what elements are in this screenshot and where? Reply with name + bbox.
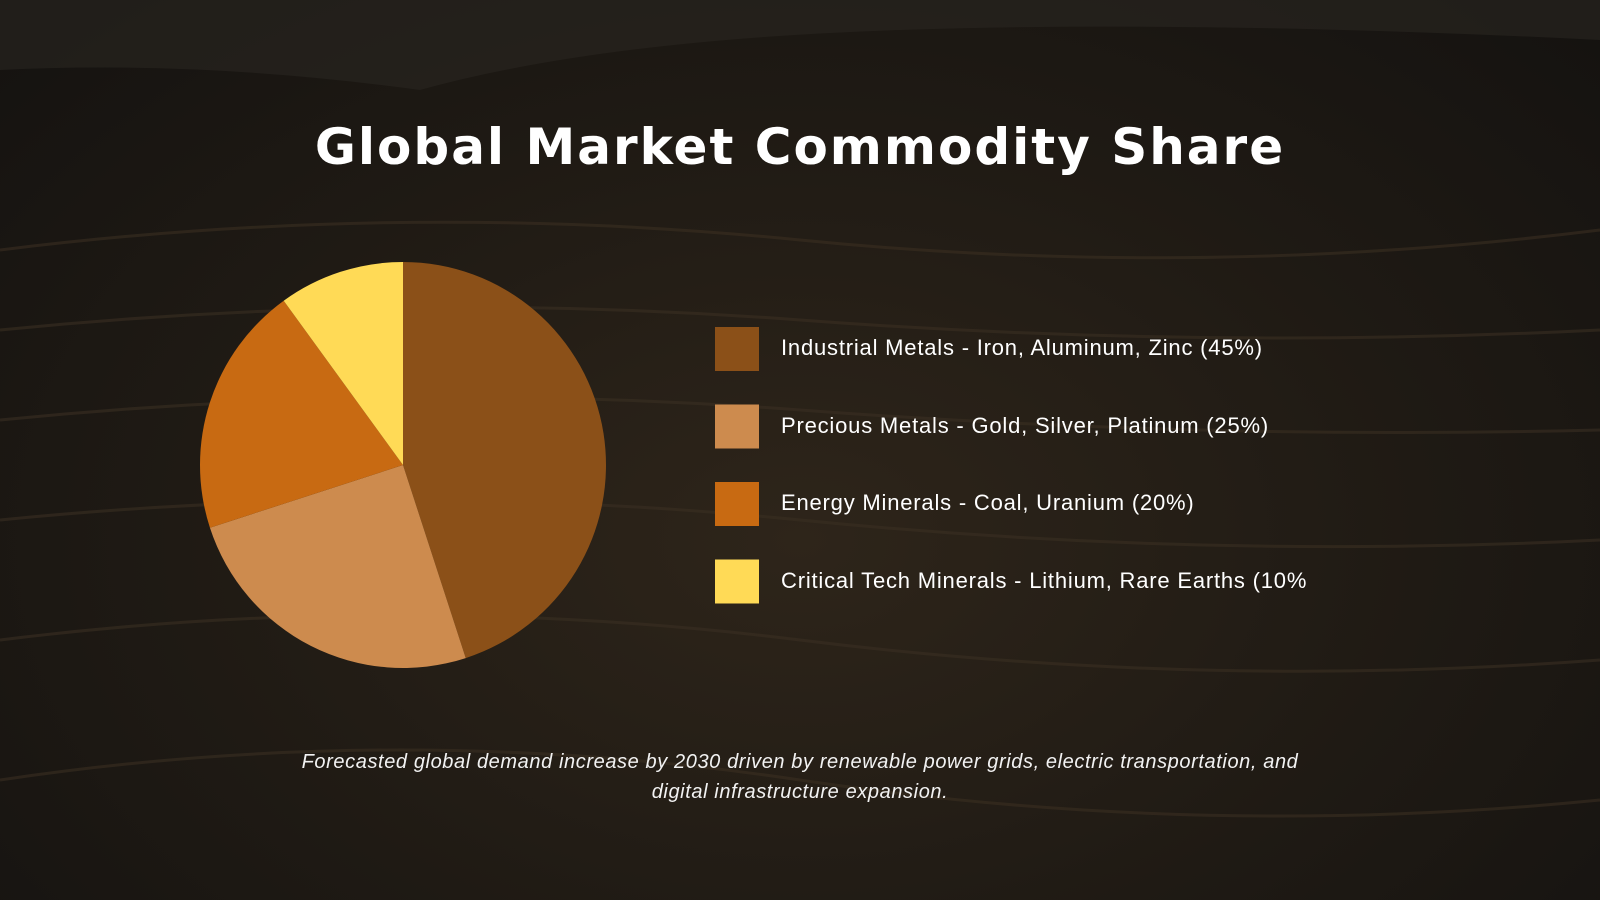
legend-swatch [715,482,759,526]
legend-swatch [715,559,759,604]
legend-label: Precious Metals - Gold, Silver, Platinum… [781,412,1269,438]
pie-slice [200,300,403,528]
legend-swatch [715,404,759,449]
footnote: Forecasted global demand increase by 203… [301,751,1299,803]
legend-swatch [715,327,759,371]
pie-slice [283,262,403,465]
pie-slice [403,262,606,659]
chart-title: Global Market Commodity Share [314,118,1286,176]
legend-label: Energy Minerals - Coal, Uranium (20%) [781,490,1195,515]
pie-slice [209,465,466,668]
legend-label: Critical Tech Minerals - Lithium, Rare E… [781,567,1308,593]
legend-label: Industrial Metals - Iron, Aluminum, Zinc… [781,335,1263,360]
